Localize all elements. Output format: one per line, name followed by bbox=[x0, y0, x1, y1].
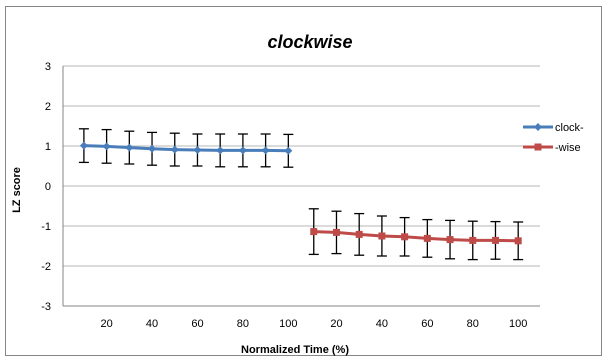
data-point bbox=[446, 236, 454, 244]
data-point bbox=[216, 146, 225, 155]
legend-item: -wise bbox=[523, 142, 581, 154]
legend-marker bbox=[534, 123, 542, 131]
x-tick-label: 100 bbox=[509, 318, 527, 330]
x-axis-title: Normalized Time (%) bbox=[241, 344, 349, 356]
data-point bbox=[378, 232, 386, 240]
legend-label: clock- bbox=[555, 122, 584, 134]
y-tick-label: 0 bbox=[45, 181, 51, 193]
y-tick-label: -2 bbox=[41, 261, 51, 273]
data-point bbox=[102, 142, 111, 151]
y-axis-title: LZ score bbox=[11, 167, 23, 213]
x-tick-label: 80 bbox=[237, 318, 249, 330]
y-tick-label: -3 bbox=[41, 301, 51, 313]
data-point bbox=[491, 236, 499, 244]
data-point bbox=[170, 145, 179, 154]
data-point bbox=[193, 146, 202, 154]
x-tick-label: 40 bbox=[146, 318, 158, 330]
legend-label: -wise bbox=[555, 142, 581, 154]
data-point bbox=[332, 228, 340, 236]
y-tick-label: 1 bbox=[45, 141, 51, 153]
data-point bbox=[514, 237, 522, 245]
series-line bbox=[313, 230, 519, 243]
series-1 bbox=[78, 128, 294, 168]
x-tick-label: 20 bbox=[330, 318, 342, 330]
data-point bbox=[125, 143, 134, 152]
data-point bbox=[401, 233, 409, 241]
data-point bbox=[148, 144, 157, 153]
x-tick-label: 40 bbox=[376, 318, 388, 330]
data-point bbox=[355, 230, 363, 238]
data-point bbox=[423, 234, 431, 242]
x-tick-label: 60 bbox=[421, 318, 433, 330]
data-point bbox=[79, 141, 88, 150]
data-point bbox=[261, 146, 270, 155]
legend-marker bbox=[534, 143, 542, 151]
y-tick-label: -1 bbox=[41, 221, 51, 233]
series-2 bbox=[308, 208, 524, 261]
y-tick-label: 2 bbox=[45, 101, 51, 113]
data-point bbox=[310, 228, 318, 236]
data-point bbox=[238, 146, 247, 155]
legend-item: clock- bbox=[523, 122, 584, 134]
data-point bbox=[469, 236, 477, 244]
x-tick-label: 60 bbox=[191, 318, 203, 330]
x-tick-label: 20 bbox=[100, 318, 112, 330]
x-tick-label: 80 bbox=[467, 318, 479, 330]
chart-title: clockwise bbox=[267, 32, 352, 52]
x-tick-label: 100 bbox=[279, 318, 297, 330]
series-line bbox=[83, 144, 289, 153]
y-tick-label: 3 bbox=[45, 61, 51, 73]
data-point bbox=[284, 146, 293, 155]
chart-area bbox=[5, 6, 602, 356]
